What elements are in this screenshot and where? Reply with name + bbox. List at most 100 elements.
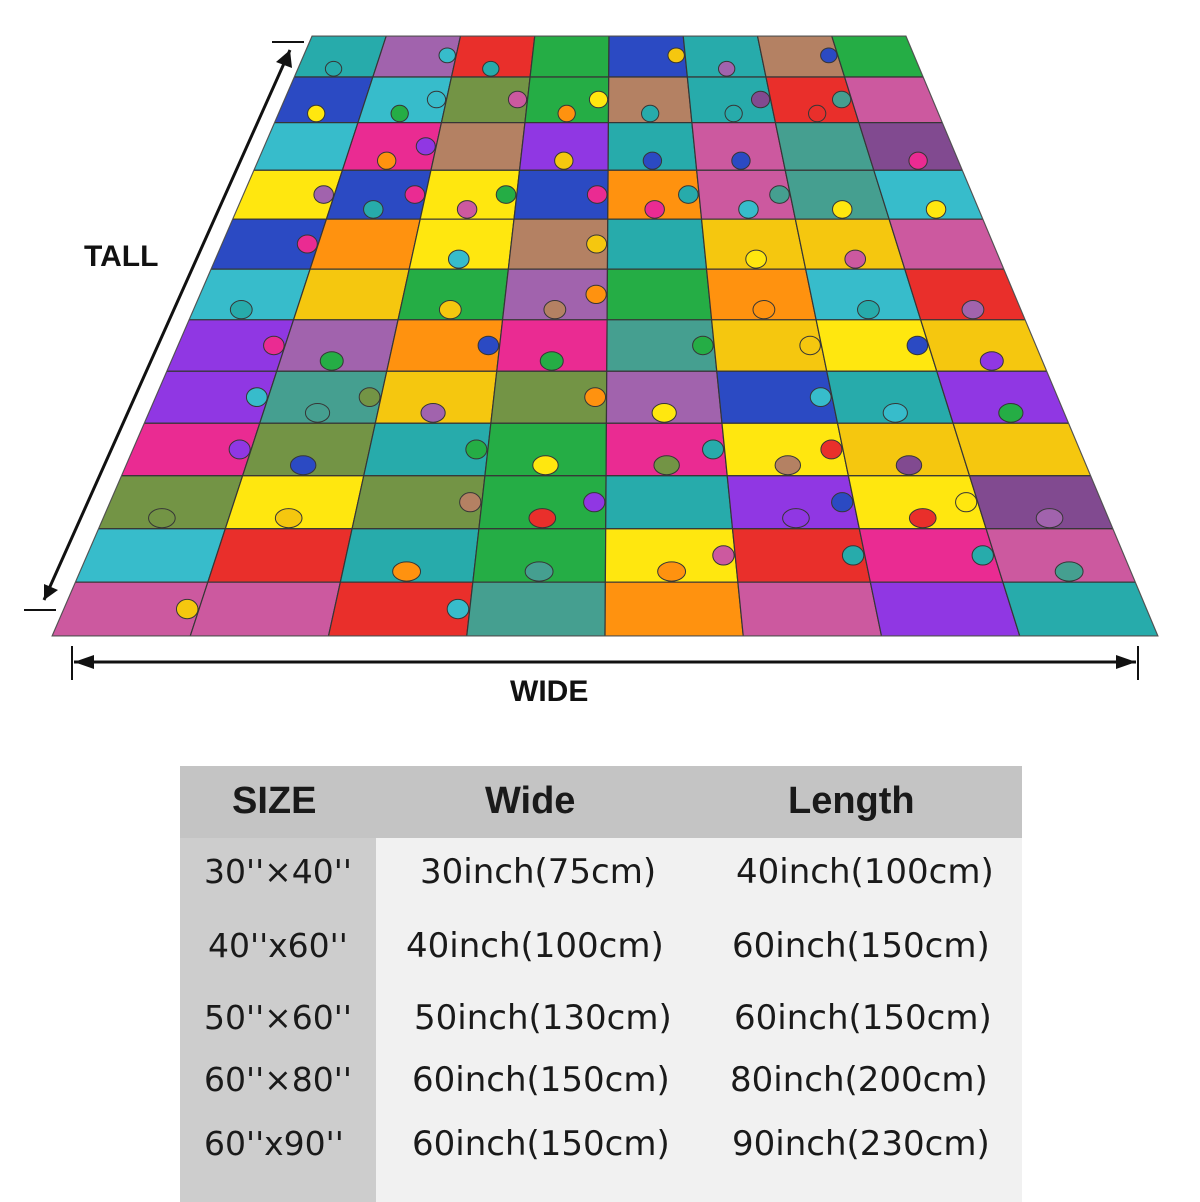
size-column-bg [180, 838, 376, 1202]
puzzle-knob [731, 151, 751, 170]
blanket-illustration [24, 35, 1159, 680]
puzzle-knob [175, 598, 199, 620]
puzzle-knob [769, 185, 790, 204]
fabric-sheen [52, 36, 1158, 636]
row-wide: 40inch(100cm) [406, 926, 664, 966]
puzzle-knob [820, 47, 838, 64]
puzzle-piece [604, 581, 744, 636]
puzzle-knob [438, 300, 462, 320]
row-wide: 50inch(130cm) [414, 998, 672, 1038]
row-size: 40''x60'' [208, 926, 348, 965]
row-length: 80inch(200cm) [730, 1060, 988, 1100]
header-length: Length [788, 780, 915, 822]
size-table: SIZE Wide Length 30''×40'' 30inch(75cm) … [180, 766, 1022, 1202]
puzzle-knob [456, 200, 478, 219]
puzzle-knob [641, 104, 660, 123]
puzzle-knob [702, 439, 725, 460]
puzzle-piece [327, 581, 474, 636]
puzzle-knob [304, 402, 331, 423]
puzzle-knob [415, 137, 436, 156]
puzzle-knob [426, 90, 447, 109]
puzzle-knob [692, 335, 714, 356]
puzzle-knob [857, 300, 880, 320]
puzzle-knob [782, 508, 810, 529]
puzzle-knob [313, 185, 334, 204]
puzzle-knob [799, 335, 821, 356]
puzzle-piece [189, 581, 342, 636]
puzzle-knob [925, 200, 947, 219]
puzzle-knob [667, 47, 685, 64]
row-length: 60inch(150cm) [732, 926, 990, 966]
puzzle-knob [532, 455, 559, 476]
puzzle-knob [584, 387, 607, 408]
header-wide: Wide [485, 780, 576, 822]
puzzle-knob [979, 351, 1004, 371]
row-wide: 30inch(75cm) [420, 852, 657, 892]
puzzle-knob [228, 439, 251, 460]
puzzle-knob [657, 561, 687, 582]
puzzle-knob [583, 492, 606, 513]
puzzle-knob [971, 545, 994, 566]
puzzle-knob [750, 90, 771, 109]
puzzle-knob [724, 104, 743, 123]
puzzle-knob [644, 200, 665, 219]
row-length: 60inch(150cm) [734, 998, 992, 1038]
puzzle-knob [390, 104, 409, 123]
puzzle-knob [363, 200, 384, 219]
wide-label: WIDE [510, 675, 589, 708]
puzzle-knob [148, 508, 176, 529]
table-header: SIZE Wide Length [180, 766, 1022, 838]
table-body-bg [376, 838, 1022, 1202]
puzzle-knob [831, 492, 854, 513]
puzzle-knob [955, 492, 978, 513]
puzzle-knob [324, 60, 343, 77]
puzzle-knob [263, 335, 285, 356]
puzzle-knob [752, 300, 776, 320]
puzzle-knob [557, 104, 576, 123]
puzzle-knob [358, 387, 381, 408]
row-size: 60''×80'' [204, 1060, 352, 1099]
puzzle-knob [274, 508, 303, 529]
row-wide: 60inch(150cm) [412, 1124, 670, 1164]
puzzle-piece [1002, 581, 1158, 636]
puzzle-knob [895, 455, 923, 476]
puzzle-knob [832, 200, 853, 219]
puzzle-knob [438, 47, 456, 64]
puzzle-knob [1054, 561, 1084, 582]
puzzle-knob [906, 335, 929, 356]
table-row: 30''×40'' 30inch(75cm) 40inch(100cm) [180, 852, 1022, 922]
puzzle-knob [882, 402, 908, 423]
puzzle-knob [524, 561, 554, 582]
puzzle-knob [539, 351, 564, 371]
puzzle-knob [392, 561, 422, 582]
puzzle-knob [678, 185, 699, 204]
puzzle-knob [820, 439, 843, 460]
puzzle-knob [543, 300, 567, 320]
puzzle-knob [717, 60, 736, 77]
puzzle-knob [653, 455, 680, 476]
puzzle-knob [482, 60, 500, 77]
header-size: SIZE [232, 780, 317, 822]
puzzle-knob [642, 151, 663, 170]
puzzle-knob [446, 598, 470, 620]
puzzle-knob [586, 234, 608, 254]
table-row: 40''x60'' 40inch(100cm) 60inch(150cm) [180, 926, 1022, 996]
puzzle-knob [809, 387, 832, 408]
puzzle-knob [745, 249, 767, 269]
row-wide: 60inch(150cm) [412, 1060, 670, 1100]
puzzle-knob [841, 545, 865, 566]
puzzle-blanket [52, 36, 1158, 636]
tall-dimension-arrow [24, 41, 304, 611]
puzzle-knob [1035, 508, 1064, 529]
puzzle-knob [908, 151, 928, 170]
puzzle-piece [737, 581, 883, 636]
puzzle-knob [961, 300, 985, 320]
puzzle-knob [738, 200, 759, 219]
puzzle-knob [528, 508, 557, 529]
row-size: 60''x90'' [204, 1124, 344, 1163]
row-size: 50''×60'' [204, 998, 352, 1037]
puzzle-knob [319, 351, 344, 371]
puzzle-knob [998, 402, 1024, 423]
table-row: 60''×80'' 60inch(150cm) 80inch(200cm) [180, 1060, 1022, 1130]
puzzle-knob [420, 402, 446, 423]
